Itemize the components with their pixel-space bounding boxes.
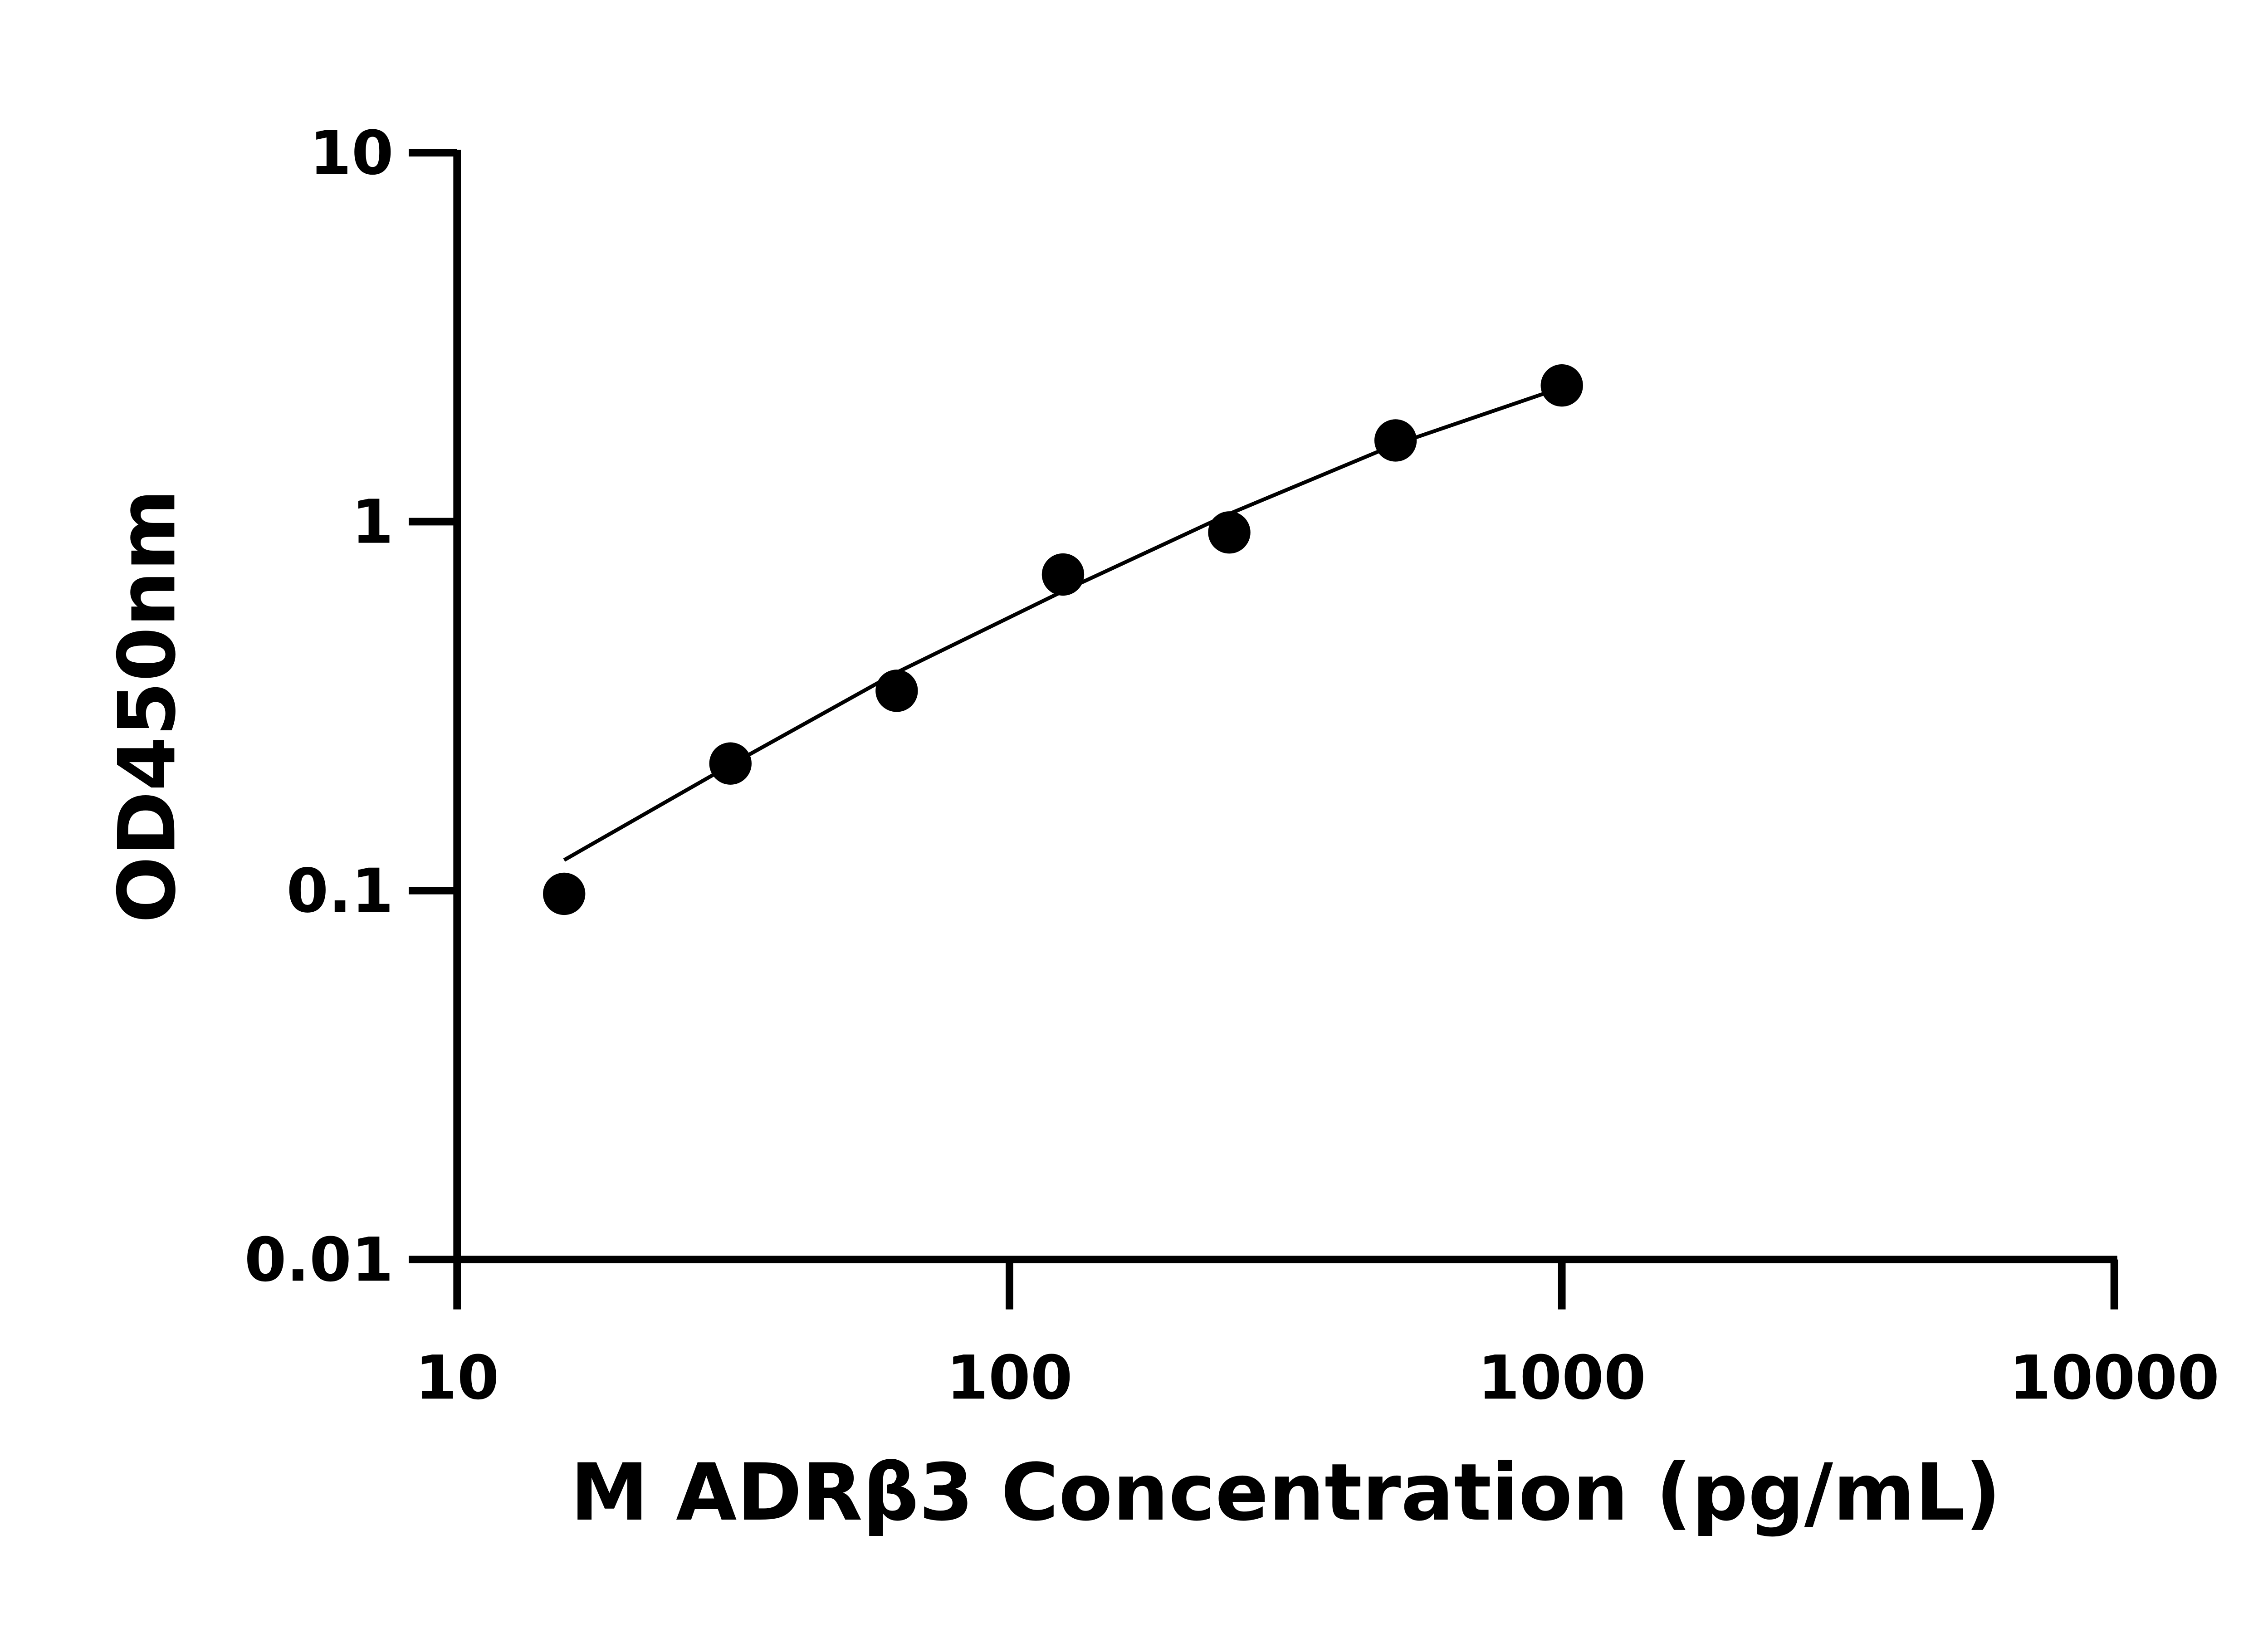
x-axis-title: M ADRβ3 Concentration (pg/mL) [570, 1447, 2001, 1538]
data-point [1540, 364, 1583, 407]
y-tick-label: 0.01 [244, 1225, 394, 1295]
data-point [1374, 419, 1417, 462]
x-tick-label: 1000 [1478, 1343, 1646, 1413]
y-axis-title: OD450nm [101, 489, 193, 923]
fit-line [563, 386, 1563, 862]
y-tick-label: 0.1 [286, 856, 393, 926]
x-tick-label: 10000 [2009, 1343, 2219, 1413]
y-tick-label: 10 [309, 118, 394, 188]
data-point [1041, 553, 1085, 596]
y-tick-label: 1 [352, 487, 394, 557]
data-point [543, 872, 586, 915]
x-tick-label: 10 [415, 1343, 499, 1413]
data-point [709, 742, 752, 785]
x-tick-label: 100 [946, 1343, 1072, 1413]
data-point [875, 670, 918, 712]
data-point [1208, 511, 1251, 554]
